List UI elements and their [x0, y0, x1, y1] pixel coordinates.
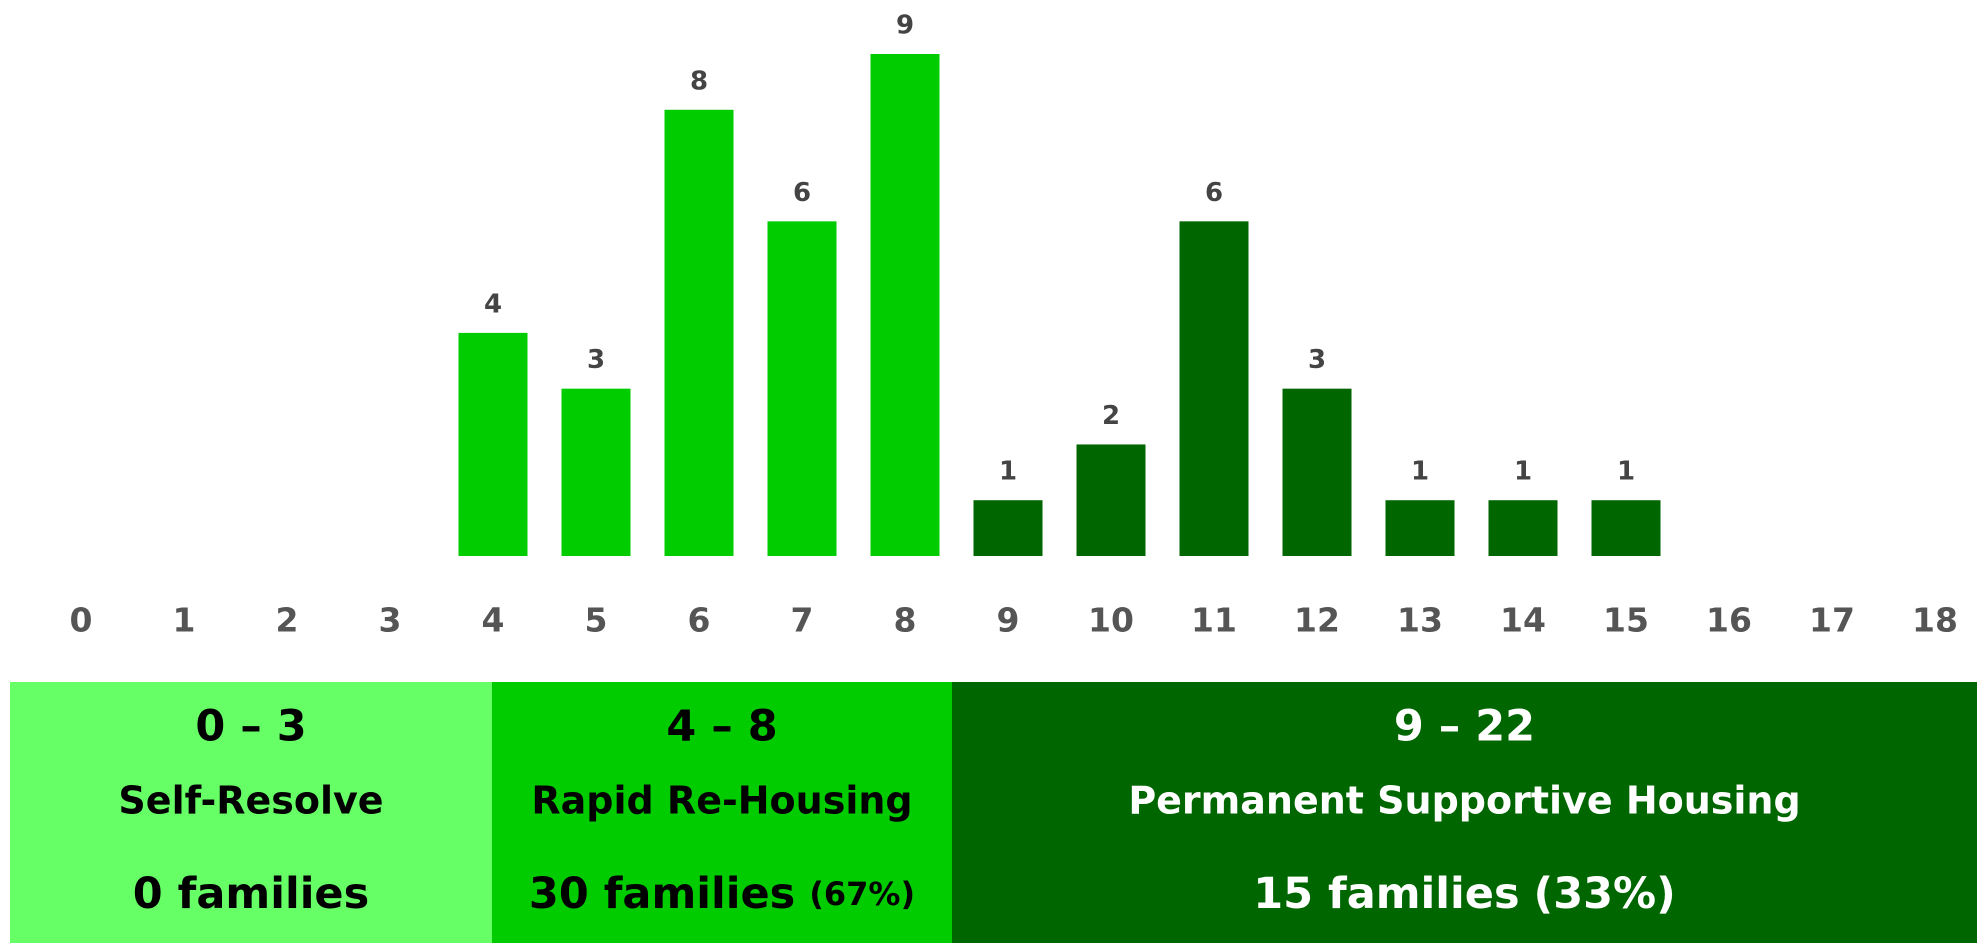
family-count: 0 families [133, 869, 369, 919]
group-panel [10, 682, 492, 943]
value-label: 2 [1102, 401, 1120, 431]
bar [1488, 500, 1558, 556]
x-tick-label: 6 [688, 601, 711, 640]
group-families: 15 families (33%) [1253, 869, 1676, 919]
x-tick-label: 5 [585, 601, 608, 640]
family-share: (33%) [1534, 869, 1676, 919]
x-tick-label: 12 [1294, 601, 1340, 640]
bar [1591, 500, 1661, 556]
x-tick-label: 0 [70, 601, 93, 640]
bar [664, 109, 734, 557]
bar [1385, 500, 1455, 556]
value-label: 6 [793, 178, 811, 208]
x-tick-label: 3 [379, 601, 402, 640]
value-label: 1 [1411, 457, 1429, 487]
bar [1282, 388, 1352, 556]
x-tick-label: 18 [1912, 601, 1958, 640]
x-tick-label: 10 [1088, 601, 1134, 640]
group-range: 9 – 22 [1394, 702, 1535, 752]
value-label: 9 [896, 11, 914, 41]
x-tick-label: 17 [1809, 601, 1855, 640]
group-range: 4 – 8 [666, 702, 777, 752]
x-tick-label: 2 [276, 601, 299, 640]
bar [767, 221, 837, 557]
group-families: 30 families (67%) [529, 869, 915, 919]
value-label: 1 [1617, 457, 1635, 487]
bar [1179, 221, 1249, 557]
x-tick-label: 15 [1603, 601, 1649, 640]
value-label: 6 [1205, 178, 1223, 208]
family-count: 30 families [529, 869, 795, 919]
family-count: 15 families [1253, 869, 1519, 919]
group-range: 0 – 3 [195, 702, 306, 752]
x-tick-label: 13 [1397, 601, 1443, 640]
x-tick-label: 7 [791, 601, 814, 640]
group-panel [952, 682, 1977, 943]
bar [870, 54, 940, 556]
group-families: 0 families [133, 869, 369, 919]
value-label: 3 [587, 345, 605, 375]
bar [973, 500, 1043, 556]
group-label: Rapid Re-Housing [531, 779, 912, 823]
x-tick-label: 1 [173, 601, 196, 640]
x-tick-label: 8 [894, 601, 917, 640]
value-label: 8 [690, 66, 708, 96]
group-label: Self-Resolve [118, 779, 383, 823]
value-label: 4 [484, 289, 502, 319]
bar [561, 388, 631, 556]
group-label: Permanent Supportive Housing [1128, 779, 1800, 823]
group-panel [492, 682, 952, 943]
x-tick-label: 9 [997, 601, 1020, 640]
x-tick-label: 16 [1706, 601, 1752, 640]
x-tick-label: 14 [1500, 601, 1546, 640]
value-label: 3 [1308, 345, 1326, 375]
x-tick-label: 4 [482, 601, 505, 640]
value-label: 1 [1514, 457, 1532, 487]
value-label: 1 [999, 457, 1017, 487]
x-tick-label: 11 [1191, 601, 1237, 640]
family-share: (67%) [809, 875, 915, 913]
bar [458, 332, 528, 556]
bar [1076, 444, 1146, 556]
